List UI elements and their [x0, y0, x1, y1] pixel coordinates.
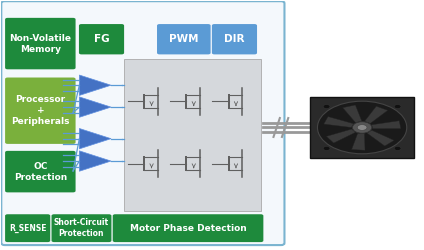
Text: PWM: PWM — [169, 34, 198, 44]
FancyBboxPatch shape — [5, 151, 75, 192]
Polygon shape — [79, 75, 111, 96]
Circle shape — [318, 101, 407, 154]
Polygon shape — [351, 133, 365, 150]
Text: R_SENSE: R_SENSE — [9, 224, 46, 233]
Circle shape — [394, 146, 401, 150]
Circle shape — [323, 104, 330, 108]
Polygon shape — [367, 130, 394, 146]
Polygon shape — [324, 116, 354, 128]
FancyBboxPatch shape — [113, 214, 263, 242]
FancyBboxPatch shape — [157, 24, 211, 54]
Bar — [124, 59, 261, 211]
Polygon shape — [79, 151, 111, 171]
FancyBboxPatch shape — [5, 214, 50, 242]
Circle shape — [352, 122, 372, 133]
Circle shape — [323, 146, 330, 150]
FancyBboxPatch shape — [5, 18, 75, 69]
Text: Processor
+
Peripherals: Processor + Peripherals — [11, 95, 70, 126]
Text: Short-Circuit
Protection: Short-Circuit Protection — [54, 218, 109, 238]
Polygon shape — [365, 106, 388, 124]
Polygon shape — [79, 97, 111, 117]
FancyBboxPatch shape — [310, 97, 414, 158]
Text: Non-Volatile
Memory: Non-Volatile Memory — [9, 34, 71, 54]
Polygon shape — [372, 121, 401, 129]
FancyBboxPatch shape — [52, 214, 112, 242]
Circle shape — [357, 125, 367, 130]
Text: DIR: DIR — [224, 34, 245, 44]
Polygon shape — [326, 129, 355, 143]
Text: FG: FG — [94, 34, 109, 44]
FancyBboxPatch shape — [5, 78, 75, 144]
Text: OC
Protection: OC Protection — [14, 162, 67, 182]
FancyBboxPatch shape — [1, 1, 285, 245]
Polygon shape — [343, 105, 362, 122]
Polygon shape — [79, 128, 111, 149]
FancyBboxPatch shape — [212, 24, 257, 54]
Text: Motor Phase Detection: Motor Phase Detection — [130, 224, 246, 233]
FancyBboxPatch shape — [79, 24, 124, 54]
Circle shape — [394, 104, 401, 108]
